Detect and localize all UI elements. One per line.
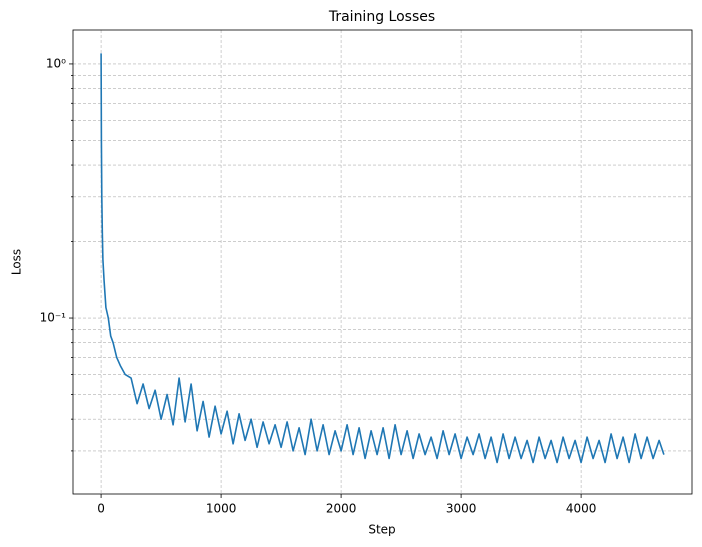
x-tick-label: 4000 xyxy=(566,502,597,516)
chart-title: Training Losses xyxy=(328,9,435,25)
y-tick-label: 10⁻¹ xyxy=(40,311,67,325)
x-tick-label: 1000 xyxy=(206,502,237,516)
plot-frame xyxy=(72,29,693,495)
x-tick-label: 0 xyxy=(97,502,105,516)
y-tick-label: 10⁰ xyxy=(46,56,66,70)
x-tick-label: 3000 xyxy=(446,502,477,516)
x-tick-label: 2000 xyxy=(326,502,357,516)
y-axis-label: Loss xyxy=(10,249,24,275)
x-axis-label: Step xyxy=(368,523,395,537)
loss-line xyxy=(100,53,665,464)
